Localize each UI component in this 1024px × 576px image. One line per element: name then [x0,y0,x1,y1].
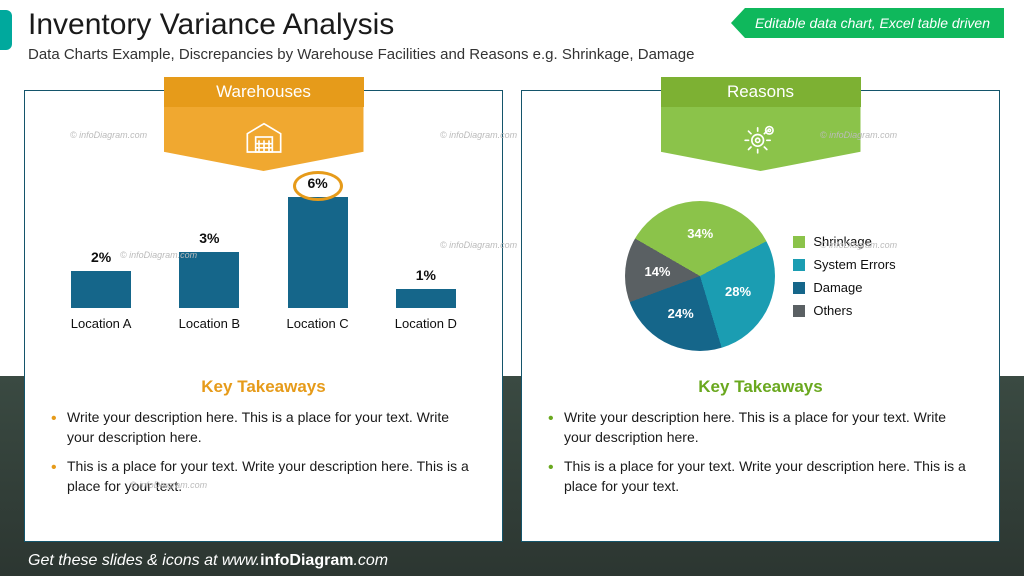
takeaway-item: Write your description here. This is a p… [546,407,975,448]
legend-row: Damage [793,280,895,295]
tab-label: Warehouses [164,77,364,107]
takeaways-title: Key Takeaways [49,377,478,397]
legend-label: Others [813,303,852,318]
bar-chart: 2%Location A3%Location B6%Location C1%Lo… [41,181,486,371]
pie-chart: 34% 28% 24% 14% Shrinkage System Errors Damag… [538,181,983,371]
bar-category-label: Location C [287,316,349,331]
tab-icon-wrap [661,107,861,171]
tab-icon-wrap [164,107,364,171]
legend-swatch [793,259,805,271]
legend-swatch [793,236,805,248]
bar-col: 3% Location B [155,230,263,331]
footer-cta: Get these slides & icons at www.infoDiag… [28,552,388,570]
legend-row: Others [793,303,895,318]
pie-slice-label: 34% [687,226,713,241]
bar-category-label: Location D [395,316,457,331]
page-title: Inventory Variance Analysis [28,8,694,42]
warehouse-icon [244,117,284,162]
bar-value-label: 2% [91,249,111,265]
legend-label: Shrinkage [813,234,872,249]
takeaway-item: This is a place for your text. Write you… [49,456,478,497]
pie-slice-label: 14% [644,264,670,279]
legend-row: Shrinkage [793,234,895,249]
pie: 34% 28% 24% 14% [625,201,775,351]
header: Inventory Variance Analysis Data Charts … [28,8,694,63]
bar-value-label: 3% [199,230,219,246]
bar-col: 2% Location A [47,249,155,331]
panel-tab-warehouses: Warehouses [164,77,364,171]
bar-value-label: 6% [308,175,328,191]
legend-label: System Errors [813,257,895,272]
bar-col: 1% Location D [372,267,480,331]
bar-category-label: Location B [179,316,240,331]
bar-rect [179,252,239,308]
takeaway-item: Write your description here. This is a p… [49,407,478,448]
bar-category-label: Location A [71,316,132,331]
footer-prefix: Get these slides & icons at www. [28,552,260,569]
ribbon-text: Editable data chart, Excel table driven [755,15,990,31]
legend-swatch [793,305,805,317]
bar-value-label: 1% [416,267,436,283]
bar-rect [396,289,456,308]
accent-edge [0,10,12,50]
pie-legend: Shrinkage System Errors Damage Others [793,234,895,318]
page-subtitle: Data Charts Example, Discrepancies by Wa… [28,46,694,63]
legend-row: System Errors [793,257,895,272]
panel-warehouses: Warehouses 2%Location A3%Location B6%Loc… [24,90,503,542]
takeaways-right: Key Takeaways Write your description her… [546,377,975,504]
gear-icon [741,117,781,162]
bar-rect [288,197,348,308]
footer-bold: infoDiagram [260,552,353,569]
ribbon-badge: Editable data chart, Excel table driven [731,8,1004,38]
takeaway-item: This is a place for your text. Write you… [546,456,975,497]
tab-label: Reasons [661,77,861,107]
legend-swatch [793,282,805,294]
footer-suffix: .com [353,552,388,569]
legend-label: Damage [813,280,862,295]
pie-slice-label: 28% [725,284,751,299]
panel-tab-reasons: Reasons [661,77,861,171]
takeaways-left: Key Takeaways Write your description her… [49,377,478,504]
bar-col: 6% Location C [264,175,372,331]
bar-rect [71,271,131,308]
panels-row: Warehouses 2%Location A3%Location B6%Loc… [24,90,1000,542]
takeaways-title: Key Takeaways [546,377,975,397]
pie-slice-label: 24% [668,306,694,321]
panel-reasons: Reasons 34%28%24%14% ShrinkageSystem Err… [521,90,1000,542]
